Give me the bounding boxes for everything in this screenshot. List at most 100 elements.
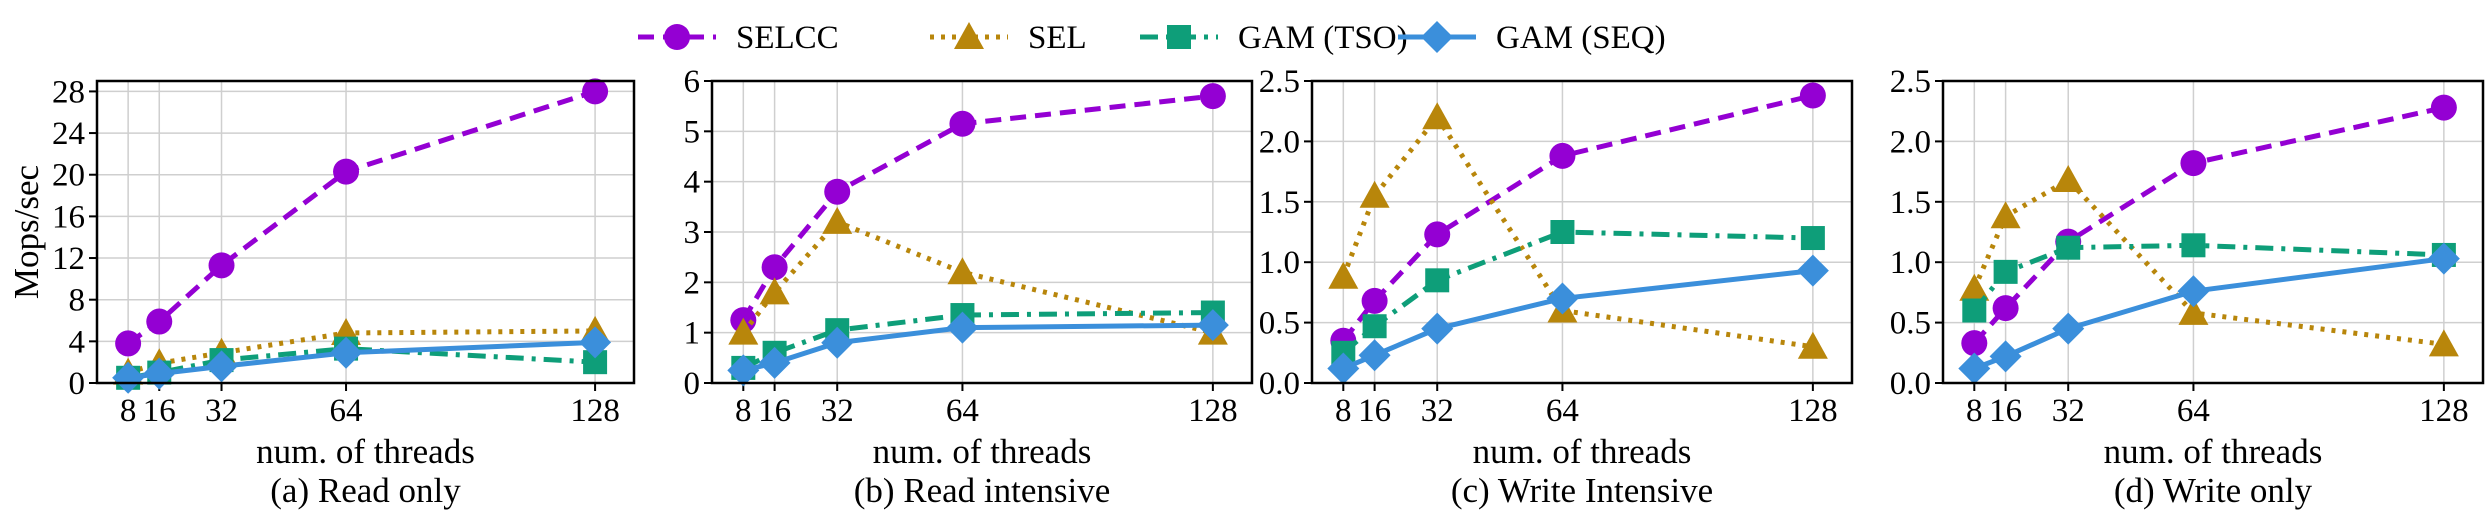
series-line-selcc xyxy=(741,93,1214,322)
panel-3: 0.0 0.5 1.0 1.5 2.0 2.5 8 16 32 64 128 num. of thre… xyxy=(1259,64,1854,510)
data-point xyxy=(1961,330,1988,357)
y-tick-label: 6 xyxy=(684,64,701,100)
y-tick-label: 1.0 xyxy=(1890,245,1931,281)
data-point xyxy=(1992,295,2019,322)
panel-caption: (b) Read intensive xyxy=(854,471,1111,510)
plot-frame xyxy=(95,79,636,385)
y-tick-label: 4 xyxy=(684,165,701,201)
y-tick-label: 2.0 xyxy=(1890,124,1931,160)
data-point xyxy=(1328,261,1359,289)
series-line-gam-tso xyxy=(1972,242,2444,313)
data-point xyxy=(1196,309,1229,342)
data-point xyxy=(1425,268,1450,293)
data-point xyxy=(1800,226,1825,251)
data-point xyxy=(112,361,145,394)
x-axis-label: num. of threads xyxy=(873,432,1092,471)
y-tick-label: 0.5 xyxy=(1259,306,1300,342)
data-point xyxy=(1424,221,1451,248)
y-tick-label: 20 xyxy=(52,158,85,194)
data-point xyxy=(1199,83,1226,110)
x-tick-label: 8 xyxy=(1335,393,1352,429)
data-point xyxy=(205,350,238,383)
x-axis-label: num. of threads xyxy=(2104,432,2323,471)
data-point xyxy=(1990,201,2021,229)
data-point xyxy=(824,178,851,205)
series-line-selcc xyxy=(126,89,596,346)
data-point xyxy=(2056,235,2081,260)
data-point xyxy=(1422,102,1453,130)
data-point xyxy=(1958,352,1991,385)
y-tick-label: 0 xyxy=(69,366,86,402)
data-point xyxy=(947,257,978,285)
x-tick-label: 16 xyxy=(758,393,791,429)
y-axis-label: Mops/sec xyxy=(7,165,46,299)
x-tick-label: 16 xyxy=(143,393,176,429)
legend: SELCC SEL GAM (TSO) GAM (SEQ) xyxy=(638,20,1666,56)
legend-label: SELCC xyxy=(736,20,839,56)
data-point xyxy=(1361,287,1388,314)
y-tick-label: 1.5 xyxy=(1890,185,1931,221)
data-point xyxy=(1797,331,1828,359)
y-tick-label: 1 xyxy=(684,316,701,352)
y-tick-label: 16 xyxy=(52,199,85,235)
legend-label: GAM (SEQ) xyxy=(1496,20,1666,56)
y-tick-label: 0.0 xyxy=(1259,366,1300,402)
legend-label: GAM (TSO) xyxy=(1238,20,1408,56)
data-point xyxy=(146,308,173,335)
data-point xyxy=(949,110,976,137)
data-point xyxy=(822,206,853,234)
y-tick-label: 8 xyxy=(69,283,86,319)
data-point xyxy=(1989,340,2022,373)
data-point xyxy=(2427,242,2460,275)
x-tick-label: 64 xyxy=(946,393,979,429)
data-point xyxy=(946,311,979,344)
x-tick-label: 64 xyxy=(1546,393,1579,429)
plot-frame xyxy=(1941,79,2485,385)
y-tick-label: 4 xyxy=(69,324,86,360)
data-point xyxy=(208,252,235,279)
y-tick-label: 5 xyxy=(684,114,701,150)
x-tick-label: 8 xyxy=(735,393,752,429)
y-tick-label: 0.0 xyxy=(1890,366,1931,402)
x-tick-label: 32 xyxy=(821,393,854,429)
data-point xyxy=(582,78,609,105)
legend-marker-triangle xyxy=(954,22,984,49)
series-line-selcc xyxy=(1341,93,1814,343)
plot-frame xyxy=(1310,79,1854,385)
series-line-gam-seq xyxy=(742,322,1213,373)
series-line-gam-seq xyxy=(1342,268,1814,371)
y-tick-label: 0.5 xyxy=(1890,306,1931,342)
x-tick-label: 128 xyxy=(1788,393,1838,429)
data-point xyxy=(1962,298,1987,323)
data-point xyxy=(2178,297,2209,325)
legend-marker-square xyxy=(1167,25,1191,49)
data-point xyxy=(579,326,612,359)
data-point xyxy=(758,346,791,379)
data-point xyxy=(1550,220,1575,244)
x-tick-label: 16 xyxy=(1358,393,1391,429)
x-tick-label: 32 xyxy=(1421,393,1454,429)
data-point xyxy=(727,354,760,387)
y-tick-label: 2.5 xyxy=(1890,64,1931,100)
data-point xyxy=(2052,312,2085,345)
x-tick-label: 128 xyxy=(1188,393,1238,429)
data-point xyxy=(333,158,360,185)
data-point xyxy=(115,330,142,357)
y-tick-label: 12 xyxy=(52,241,85,277)
data-point xyxy=(2177,275,2210,308)
legend-marker-circle xyxy=(664,24,690,50)
data-point xyxy=(761,254,788,281)
data-point xyxy=(330,336,363,369)
x-tick-label: 16 xyxy=(1989,393,2022,429)
data-point xyxy=(2428,329,2459,357)
data-point xyxy=(1799,82,1826,109)
series-line-gam-seq xyxy=(1973,256,2445,371)
y-tick-label: 0 xyxy=(684,366,701,402)
panel-4: 0.0 0.5 1.0 1.5 2.0 2.5 8 16 32 64 128 num. of thre… xyxy=(1890,64,2485,510)
y-tick-label: 2 xyxy=(684,265,701,301)
data-point xyxy=(1546,282,1579,315)
y-tick-label: 24 xyxy=(52,116,85,152)
legend-marker-diamond xyxy=(1421,21,1453,53)
